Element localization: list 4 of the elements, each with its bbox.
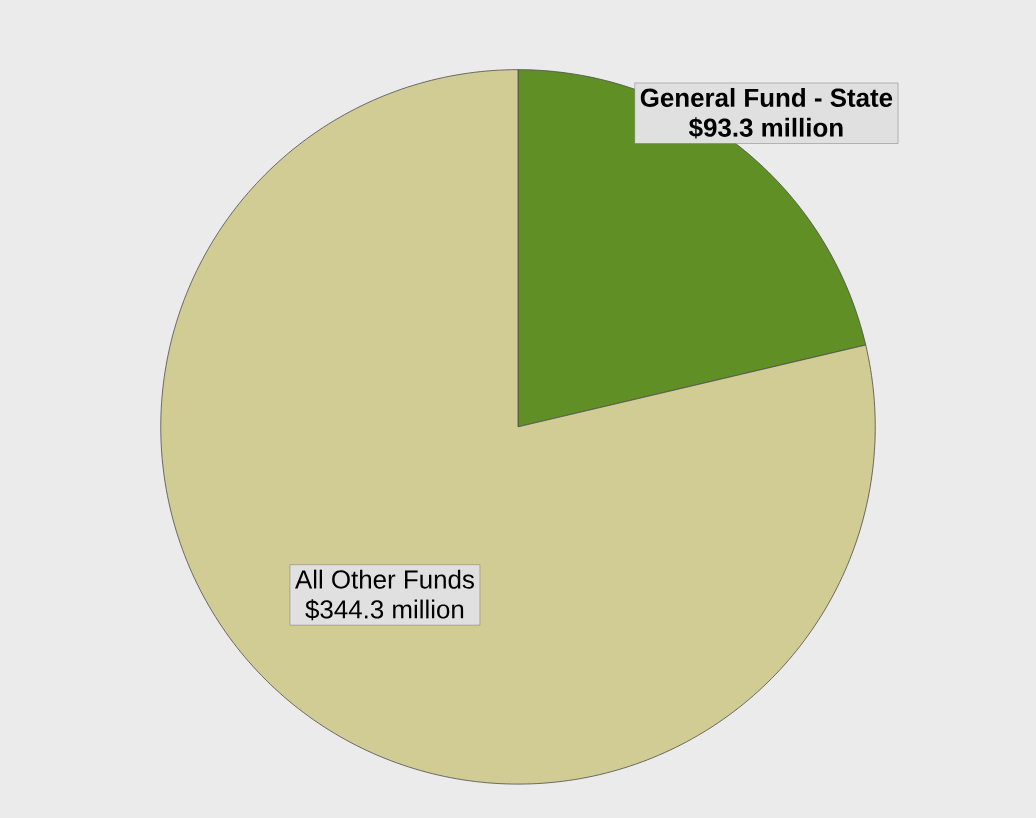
data-label: $344.3 million [305,599,464,621]
slice-label: All Other Funds [295,569,474,589]
data-label: $93.3 million [689,117,843,139]
slice-label: General Fund - State [640,87,893,107]
